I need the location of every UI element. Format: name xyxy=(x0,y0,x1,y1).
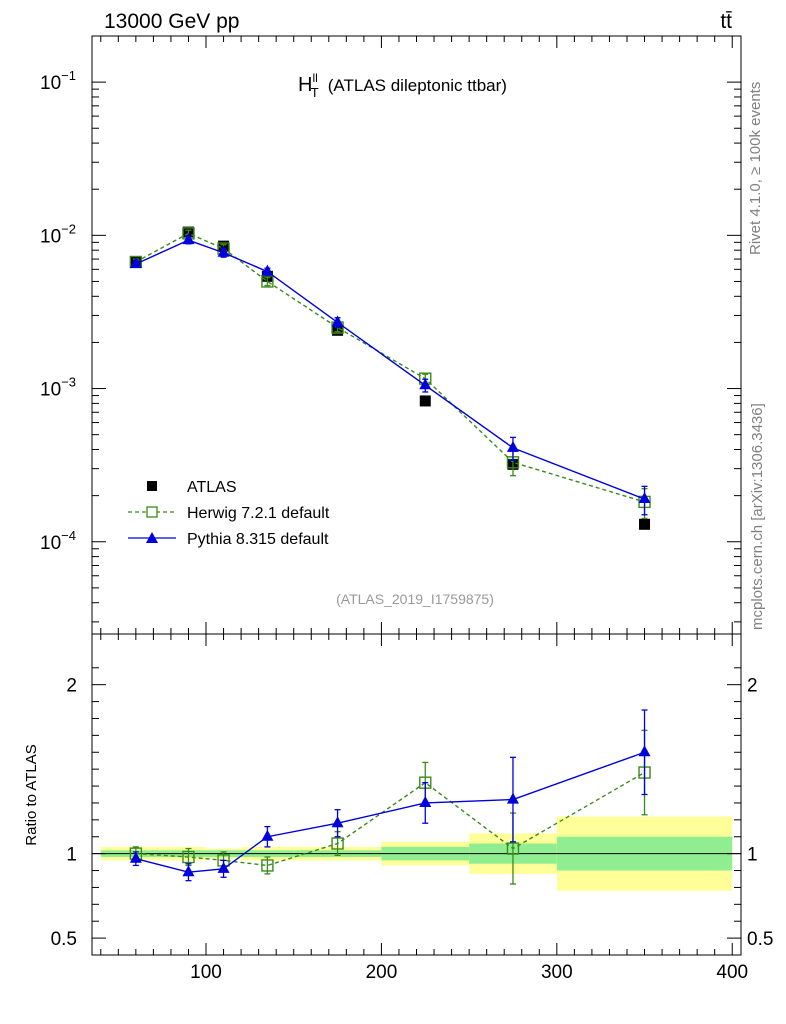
main-point-pythia xyxy=(506,440,519,452)
main-y-tick-label: 10−4 xyxy=(40,528,76,554)
ratio-y-axis-label: Ratio to ATLAS xyxy=(23,744,40,845)
main-series xyxy=(129,226,651,530)
process-label: tt̄ xyxy=(720,10,732,33)
ratio-y-tick-labels: 2 2 1 1 0.5 0.5 xyxy=(51,676,774,950)
legend: ATLAS Herwig 7.2.1 default Pythia 8.315 … xyxy=(128,479,330,548)
ratio-y-tick-label-right: 2 xyxy=(747,676,758,697)
ratio-series xyxy=(129,709,651,885)
main-line-pythia xyxy=(135,239,645,500)
ratio-panel: 2 2 1 1 0.5 0.5 100 200 300 400 Ratio to ATLAS xyxy=(23,633,774,983)
legend-item-atlas: ATLAS xyxy=(147,479,237,496)
x-tick-labels: 100 200 300 400 xyxy=(190,962,748,983)
main-title: Hll T (ATLAS dileptonic ttbar) xyxy=(298,71,507,100)
ratio-point-herwig xyxy=(261,859,274,872)
legend-label-pythia: Pythia 8.315 default xyxy=(187,531,329,548)
title-subscript: T xyxy=(311,85,319,100)
legend-item-herwig: Herwig 7.2.1 default xyxy=(128,505,330,522)
ratio-line-pythia xyxy=(135,751,645,873)
x-tick-label: 400 xyxy=(716,962,748,983)
energy-label: 13000 GeV pp xyxy=(104,10,239,33)
legend-item-pythia: Pythia 8.315 default xyxy=(128,531,329,548)
title-symbol: H xyxy=(298,74,312,96)
ratio-point-pythia xyxy=(217,861,230,873)
main-y-tick-label: 10−3 xyxy=(40,375,76,401)
ratio-point-herwig xyxy=(506,842,520,855)
legend-label-atlas: ATLAS xyxy=(187,479,237,496)
legend-marker-pythia xyxy=(146,532,158,543)
ratio-point-pythia xyxy=(129,851,142,863)
legend-marker-atlas xyxy=(147,481,157,491)
ratio-y-tick-label-left: 2 xyxy=(66,676,77,697)
ratio-point-pythia xyxy=(261,829,274,841)
ratio-frame xyxy=(91,633,742,956)
main-point-herwig xyxy=(261,275,274,288)
main-panel: Hll T (ATLAS dileptonic ttbar) (ATLAS_2019… xyxy=(40,35,742,635)
main-point-pythia xyxy=(419,378,432,390)
main-point-pythia xyxy=(261,264,274,276)
main-point-pythia xyxy=(182,233,195,245)
ratio-point-pythia xyxy=(638,745,651,757)
ratio-y-tick-label-right: 0.5 xyxy=(747,929,773,950)
ratio-point-pythia xyxy=(331,816,344,828)
analysis-watermark: (ATLAS_2019_I1759875) xyxy=(336,591,494,607)
main-y-tick-label: 10−2 xyxy=(40,221,76,247)
main-y-tick-labels: 10−1 10−2 10−3 10−4 xyxy=(40,68,76,554)
main-point-pythia xyxy=(129,256,142,268)
main-y-tick-label: 10−1 xyxy=(40,68,76,94)
ratio-point-pythia xyxy=(182,865,195,877)
legend-label-herwig: Herwig 7.2.1 default xyxy=(187,505,330,522)
ratio-point-pythia xyxy=(419,795,432,807)
ratio-point-herwig xyxy=(182,850,195,864)
ratio-point-pythia xyxy=(506,792,519,804)
title-superscript: ll xyxy=(312,71,317,85)
x-tick-label: 300 xyxy=(541,962,573,983)
main-point-pythia xyxy=(638,492,651,504)
rivet-version-label: Rivet 4.1.0, ≥ 100k events xyxy=(747,82,764,255)
main-point-pythia xyxy=(331,315,344,327)
ratio-y-tick-label-left: 1 xyxy=(66,845,77,866)
main-point-pythia xyxy=(217,245,230,257)
x-tick-label: 100 xyxy=(190,962,222,983)
ratio-point-herwig xyxy=(331,837,344,850)
title-rest: (ATLAS dileptonic ttbar) xyxy=(328,76,507,95)
x-tick-label: 200 xyxy=(366,962,398,983)
mcplots-site-label: mcplots.cern.ch [arXiv:1306.3436] xyxy=(749,403,766,630)
main-ticks xyxy=(92,35,741,634)
legend-marker-herwig xyxy=(146,506,158,518)
ratio-y-tick-label-left: 0.5 xyxy=(51,929,77,950)
ratio-ticks xyxy=(92,634,741,955)
ratio-y-tick-label-right: 1 xyxy=(747,845,758,866)
main-point-atlas xyxy=(419,395,431,407)
main-point-atlas xyxy=(639,518,651,530)
main-line-herwig xyxy=(135,232,645,503)
